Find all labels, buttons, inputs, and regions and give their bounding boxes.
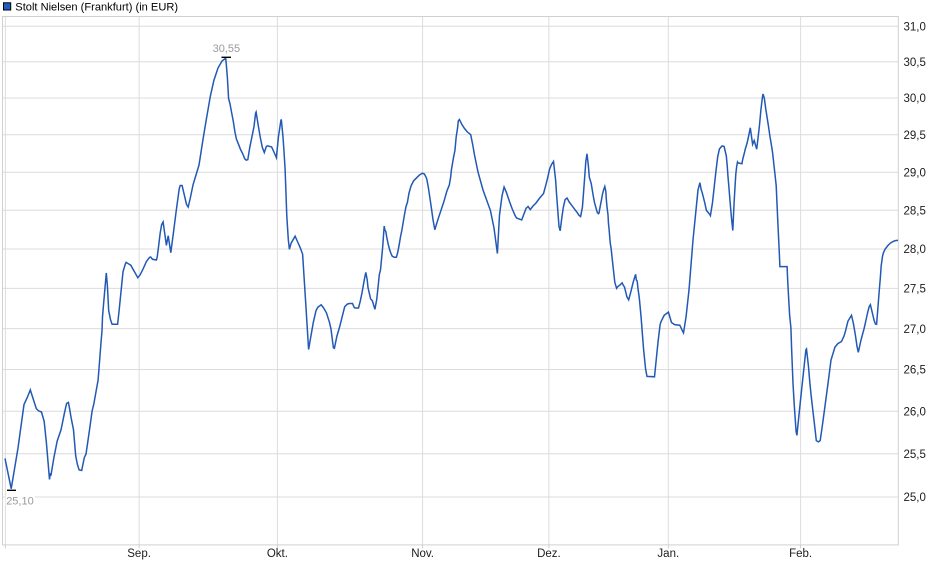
svg-text:Stolt Nielsen (Frankfurt) (in: Stolt Nielsen (Frankfurt) (in EUR)	[15, 1, 178, 13]
svg-text:30,55: 30,55	[213, 43, 241, 55]
svg-text:Feb.: Feb.	[789, 548, 812, 560]
svg-text:30,5: 30,5	[904, 57, 926, 69]
svg-text:29,5: 29,5	[904, 130, 926, 142]
svg-text:Jan.: Jan.	[657, 548, 679, 560]
svg-text:Okt.: Okt.	[267, 548, 288, 560]
svg-text:28,5: 28,5	[904, 205, 926, 217]
svg-text:Dez.: Dez.	[537, 548, 561, 560]
svg-text:25,0: 25,0	[904, 492, 926, 504]
svg-text:31,0: 31,0	[904, 21, 926, 33]
svg-text:26,5: 26,5	[904, 365, 926, 377]
svg-text:27,0: 27,0	[904, 324, 926, 336]
svg-text:25,5: 25,5	[904, 449, 926, 461]
svg-text:Nov.: Nov.	[411, 548, 434, 560]
svg-text:26,0: 26,0	[904, 406, 926, 418]
svg-text:28,0: 28,0	[904, 244, 926, 256]
svg-text:Sep.: Sep.	[127, 548, 151, 560]
svg-text:25,10: 25,10	[6, 495, 34, 507]
svg-text:27,5: 27,5	[904, 284, 926, 296]
svg-text:29,0: 29,0	[904, 167, 926, 179]
svg-text:30,0: 30,0	[904, 93, 926, 105]
